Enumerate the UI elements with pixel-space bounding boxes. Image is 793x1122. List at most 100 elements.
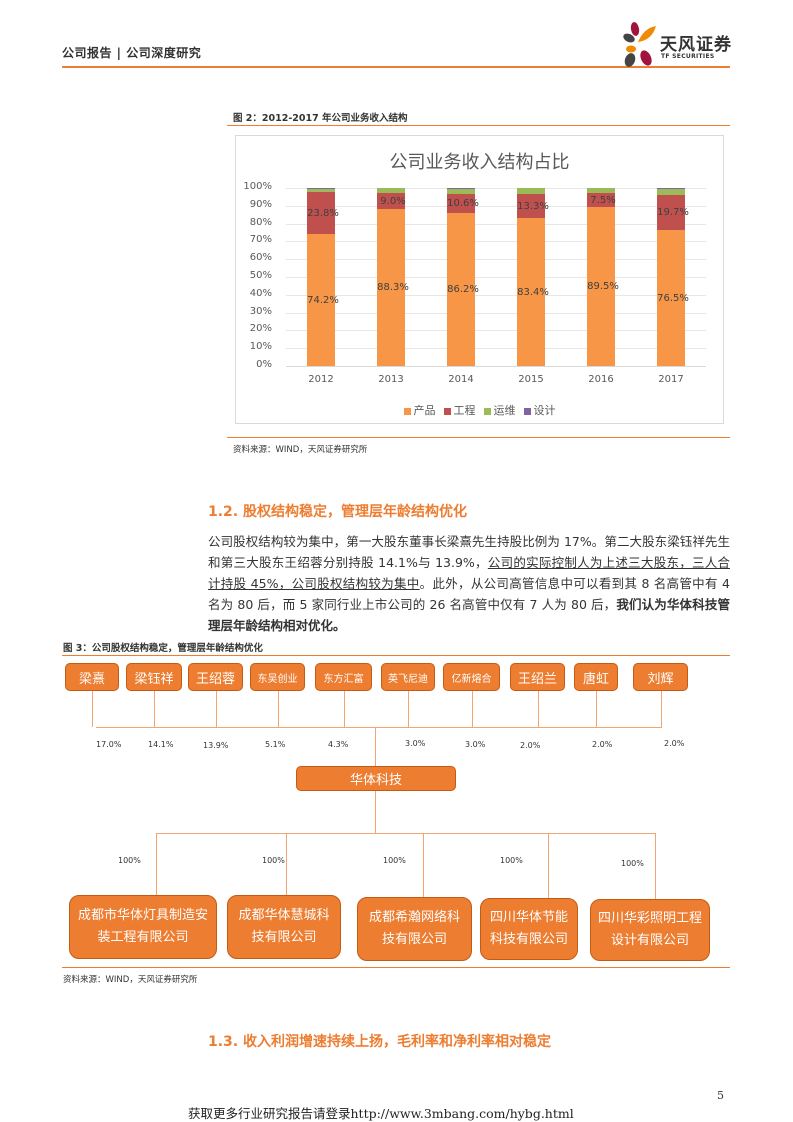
- shareholding-percentage: 3.0%: [465, 740, 486, 749]
- y-tick-label: 90%: [249, 198, 272, 210]
- y-tick-label: 60%: [249, 252, 272, 264]
- para-text-1: 公司股权结构较为集中，第一大股东董事长梁熹先生持股比例为 17%。第二大股东梁钰…: [208, 534, 730, 570]
- subsidiary-name-line-2: 设计有限公司: [610, 933, 689, 948]
- shareholder-node[interactable]: 东吴创业: [250, 663, 305, 691]
- x-tick-label: 2013: [378, 374, 404, 385]
- bar-segment-设计: [657, 188, 685, 189]
- connector-line: [96, 727, 662, 728]
- logo-text-cn: 天风证券: [660, 35, 732, 55]
- shareholder-node[interactable]: 东方汇富: [315, 663, 372, 691]
- bar-segment-设计: [447, 188, 475, 190]
- subsidiary-node[interactable]: 四川华彩照明工程 设计有限公司: [590, 899, 710, 961]
- subsidiary-name-line-2: 科技有限公司: [489, 932, 568, 947]
- subsidiary-node[interactable]: 成都希瀚网络科 技有限公司: [357, 897, 472, 961]
- footer-promo-link[interactable]: 获取更多行业研究报告请登录http://www.3mbang.com/hybg.…: [188, 1106, 574, 1121]
- ownership-percentage: 100%: [621, 859, 644, 868]
- subsidiary-name-line-1: 四川华彩照明工程: [597, 911, 702, 926]
- bar-segment-设计: [307, 188, 335, 190]
- bar-segment-产品: [657, 229, 685, 366]
- data-label: 74.2%: [307, 294, 339, 306]
- shareholder-node[interactable]: 亿新熔合: [443, 663, 500, 691]
- subsidiary-name-line-1: 成都希瀚网络科: [368, 910, 460, 925]
- stacked-bar: 86.2% 10.6%: [447, 188, 479, 366]
- company-node-huati[interactable]: 华体科技: [296, 766, 456, 791]
- gridline: [286, 330, 706, 332]
- stacked-bar: 83.4% 13.3%: [517, 188, 549, 366]
- tf-securities-logo-icon: [623, 22, 656, 67]
- connector-line: [375, 727, 376, 767]
- shareholding-percentage: 14.1%: [148, 740, 174, 749]
- bar-segment-产品: [377, 208, 405, 366]
- bar-segment-工程: [657, 194, 685, 230]
- connector-line: [375, 791, 376, 833]
- legend-swatch-icon: [523, 407, 531, 415]
- stacked-bar: 76.5% 19.7%: [657, 188, 689, 366]
- stacked-bar: 88.3% 9.0%: [377, 188, 409, 366]
- shareholder-node[interactable]: 王绍兰: [510, 663, 565, 691]
- data-label: 10.6%: [447, 198, 479, 210]
- gridline: [286, 366, 706, 367]
- section-1-2-paragraph: 公司股权结构较为集中，第一大股东董事长梁熹先生持股比例为 17%。第二大股东梁钰…: [208, 531, 730, 636]
- legend-swatch-icon: [483, 407, 491, 415]
- connector-line: [548, 833, 549, 898]
- subsidiary-name-line-2: 装工程有限公司: [97, 930, 189, 945]
- legend-label: 工程: [453, 404, 476, 417]
- subsidiary-node[interactable]: 成都华体慧城科 技有限公司: [227, 895, 341, 959]
- shareholder-node[interactable]: 王绍蓉: [188, 663, 243, 691]
- y-tick-label: 10%: [249, 341, 272, 353]
- para-text-3: 。此外，从公司高管信息中可以看到其 8 名高管中有 4 名为 80 后，而 5 …: [208, 576, 731, 612]
- report-header-title: 公司报告 | 公司深度研究: [62, 46, 202, 60]
- bar-segment-运维: [517, 188, 545, 194]
- data-label: 88.3%: [377, 282, 409, 294]
- connector-line: [286, 833, 287, 895]
- data-label: 13.3%: [517, 200, 549, 212]
- figure-2-top-rule: [227, 125, 730, 126]
- shareholding-percentage: 5.1%: [265, 740, 286, 749]
- bar-segment-产品: [517, 217, 545, 366]
- y-tick-label: 20%: [249, 323, 272, 335]
- subsidiary-name-line-2: 技有限公司: [251, 930, 317, 945]
- shareholding-percentage: 17.0%: [96, 740, 122, 749]
- figure-3-top-rule: [62, 655, 730, 656]
- connector-line: [660, 691, 662, 727]
- bar-segment-运维: [657, 188, 685, 195]
- x-tick-label: 2015: [518, 374, 544, 385]
- figure-2-bottom-rule: [227, 437, 730, 438]
- subsidiary-name-line-1: 成都市华体灯具制造安: [77, 908, 208, 923]
- shareholder-node[interactable]: 唐虹: [574, 663, 618, 691]
- para-text-underlined: 公司的实际控制人为上述三大股东，三人合计持股 45%，公司股权结构较为集中: [208, 555, 730, 591]
- legend-label: 运维: [493, 404, 516, 417]
- shareholder-node[interactable]: 梁熹: [65, 663, 119, 691]
- connector-line: [655, 833, 656, 899]
- page-number: 5: [717, 1089, 724, 1102]
- shareholder-node[interactable]: 英飞尼迪: [381, 663, 435, 691]
- connector-line: [408, 691, 409, 727]
- gridline: [286, 312, 706, 314]
- x-tick-label: 2012: [308, 374, 334, 385]
- y-tick-label: 70%: [249, 234, 272, 246]
- stacked-bar: 89.5% 7.5%: [587, 188, 619, 366]
- shareholder-node[interactable]: 刘辉: [633, 663, 688, 691]
- gridline: [286, 223, 706, 225]
- subsidiary-node[interactable]: 四川华体节能 科技有限公司: [480, 898, 578, 960]
- data-label: 89.5%: [587, 281, 619, 293]
- subsidiary-node[interactable]: 成都市华体灯具制造安 装工程有限公司: [69, 895, 217, 959]
- bar-segment-运维: [447, 189, 475, 194]
- ownership-percentage: 100%: [118, 856, 141, 865]
- y-tick-label: 40%: [249, 287, 272, 299]
- legend-item-产品: 产品: [403, 402, 436, 418]
- connector-line: [156, 833, 656, 834]
- shareholding-percentage: 13.9%: [203, 741, 229, 750]
- figure-3-bottom-rule: [62, 967, 730, 968]
- logo-text-en: TF SECURITIES: [661, 53, 715, 60]
- ownership-percentage: 100%: [262, 856, 285, 865]
- ownership-percentage: 100%: [500, 856, 523, 865]
- data-label: 86.2%: [447, 284, 479, 296]
- gridline: [286, 259, 706, 261]
- shareholder-node[interactable]: 梁钰祥: [126, 663, 182, 691]
- connector-line: [154, 691, 155, 727]
- connector-line: [156, 833, 157, 895]
- connector-line: [215, 691, 217, 727]
- data-label: 9.0%: [380, 195, 406, 207]
- subsidiary-name-line-1: 成都华体慧城科: [238, 908, 330, 923]
